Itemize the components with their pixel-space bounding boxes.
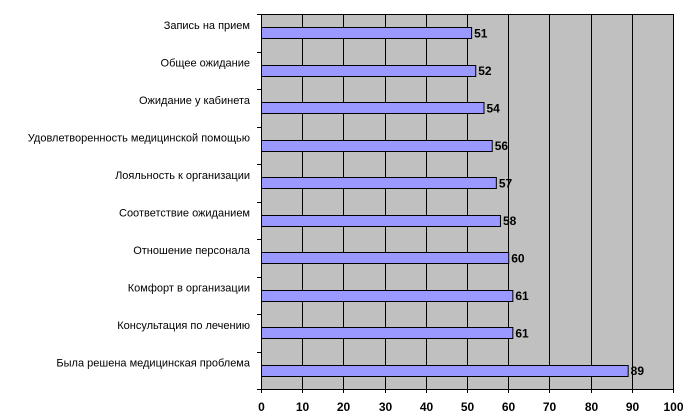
- data-label: 61: [515, 326, 529, 340]
- category-label: Была решена медицинская проблема: [56, 357, 250, 369]
- data-label: 89: [631, 364, 645, 378]
- bar: [261, 102, 485, 114]
- x-tick-label: 20: [337, 400, 351, 414]
- category-label: Консультация по лечению: [117, 320, 250, 332]
- data-label: 56: [495, 139, 509, 153]
- bar: [261, 27, 473, 39]
- bar: [261, 365, 629, 377]
- data-label: 52: [478, 64, 492, 78]
- category-label: Отношение персонала: [133, 245, 251, 257]
- category-label: Общее ожидание: [161, 57, 250, 69]
- category-label: Запись на прием: [164, 20, 250, 32]
- category-label: Ожидание у кабинета: [139, 95, 251, 107]
- category-label: Лояльность к организации: [115, 170, 250, 182]
- bar: [261, 140, 493, 152]
- category-label: Соответствие ожиданием: [119, 207, 250, 219]
- x-tick-label: 0: [258, 400, 265, 414]
- bar: [261, 177, 497, 189]
- bar: [261, 290, 514, 302]
- bar: [261, 65, 477, 77]
- bar: [261, 252, 510, 264]
- x-tick-label: 100: [663, 400, 683, 414]
- data-label: 54: [486, 101, 500, 115]
- x-tick-label: 30: [379, 400, 393, 414]
- x-tick-label: 70: [543, 400, 557, 414]
- data-label: 60: [511, 251, 525, 265]
- x-tick-label: 40: [420, 400, 434, 414]
- category-label: Удовлетворенность медицинской помощью: [28, 132, 250, 144]
- x-tick-label: 80: [585, 400, 599, 414]
- data-label: 61: [515, 289, 529, 303]
- bar: [261, 215, 501, 227]
- x-tick-label: 90: [626, 400, 640, 414]
- x-tick-label: 50: [461, 400, 475, 414]
- data-label: 58: [503, 214, 517, 228]
- data-label: 51: [474, 26, 488, 40]
- x-tick-label: 10: [296, 400, 310, 414]
- data-label: 57: [499, 176, 513, 190]
- x-tick-label: 60: [502, 400, 516, 414]
- category-label: Комфорт в организации: [128, 282, 250, 294]
- bar: [261, 327, 514, 339]
